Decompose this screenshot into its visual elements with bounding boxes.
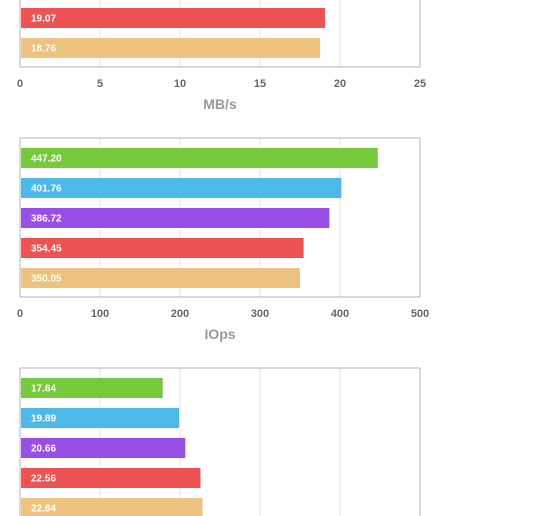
x-tick-label: 300 <box>251 308 269 320</box>
chart-panel-1: 19.07 18.76 0 5 10 15 20 25 MB/s <box>17 0 426 112</box>
x-tick-label: 200 <box>171 308 189 320</box>
x-axis-label: IOps <box>204 326 235 342</box>
bar <box>21 238 304 258</box>
chart-panel-2: 447.20 401.76 386.72 354.45 350.05 0 100 200 300… <box>17 137 429 342</box>
x-tick-label: 500 <box>411 308 429 320</box>
bar <box>21 378 163 398</box>
bar-value-label: 19.89 <box>31 414 56 425</box>
bar <box>21 148 378 168</box>
chart-panel-3: 17.84 19.89 20.66 22.56 22.84 <box>19 367 421 516</box>
x-tick-label: 400 <box>331 308 349 320</box>
bar-value-label: 354.45 <box>31 244 62 255</box>
bar-value-label: 20.66 <box>31 444 56 455</box>
bar-value-label: 18.76 <box>31 44 56 55</box>
x-tick-label: 0 <box>17 78 23 90</box>
bar <box>21 268 301 288</box>
bar <box>21 8 326 28</box>
x-tick-label: 25 <box>414 78 426 90</box>
bar <box>21 208 330 228</box>
bar <box>21 178 342 198</box>
bar-value-label: 17.84 <box>31 384 56 395</box>
bar-value-label: 22.84 <box>31 504 56 515</box>
bar-value-label: 22.56 <box>31 474 56 485</box>
bar <box>21 498 203 516</box>
x-tick-label: 10 <box>174 78 186 90</box>
bar-value-label: 19.07 <box>31 14 56 25</box>
x-tick-label: 20 <box>334 78 346 90</box>
x-tick-label: 5 <box>97 78 103 90</box>
x-tick-label: 0 <box>17 308 23 320</box>
bar <box>21 468 201 488</box>
x-axis-label: MB/s <box>203 96 237 112</box>
bar-value-label: 447.20 <box>31 154 62 165</box>
x-tick-label: 100 <box>91 308 109 320</box>
bar-value-label: 350.05 <box>31 274 62 285</box>
bar-value-label: 401.76 <box>31 184 62 195</box>
bar <box>21 38 321 58</box>
bar-value-label: 386.72 <box>31 214 62 225</box>
x-tick-label: 15 <box>254 78 266 90</box>
bar <box>21 438 186 458</box>
bar <box>21 408 180 428</box>
